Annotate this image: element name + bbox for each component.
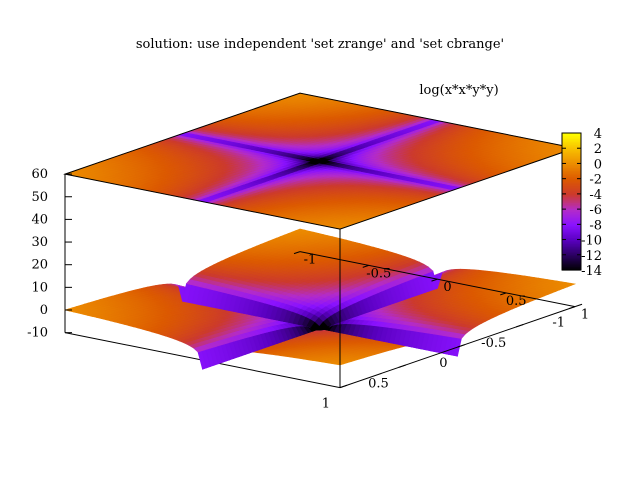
surface-mesh bbox=[63, 228, 577, 370]
